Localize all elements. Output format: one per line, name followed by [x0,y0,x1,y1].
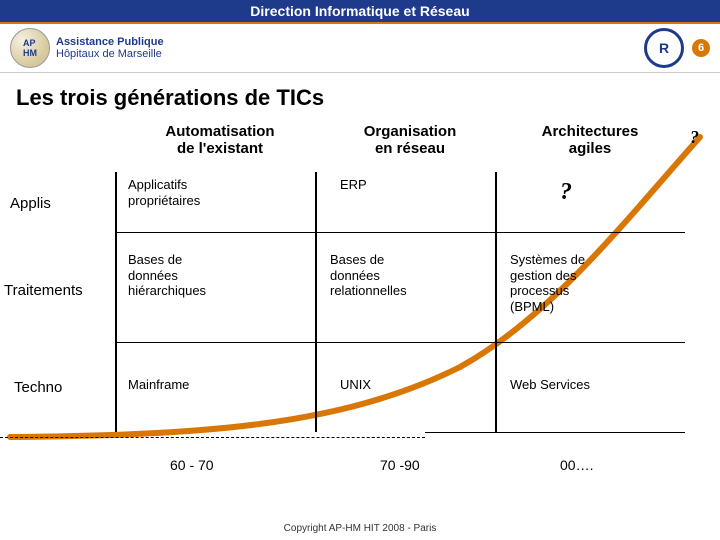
cell-applis-org: ERP [340,177,480,193]
logo-left: APHM Assistance Publique Hôpitaux de Mar… [10,28,164,68]
org-line2: Hôpitaux de Marseille [56,48,164,60]
hline-baseline-dashed [0,437,425,438]
cell-techno-org: UNIX [340,377,480,393]
cell-trait-auto: Bases de données hiérarchiques [128,252,298,299]
logo-right: R 6 [644,28,710,68]
era-70-90: 70 -90 [380,457,420,473]
sub-header: APHM Assistance Publique Hôpitaux de Mar… [0,24,720,73]
hline-2 [115,342,685,343]
vline-1 [115,172,117,432]
generations-diagram: Automatisation de l'existant Organisatio… [0,117,720,517]
page-number-badge: 6 [692,39,710,57]
footer-copyright: Copyright AP-HM HIT 2008 - Paris [0,523,720,534]
cell-applis-agile-q: ? [560,179,572,206]
era-00: 00…. [560,457,593,473]
cell-applis-auto: Applicatifs propriétaires [128,177,298,208]
hline-baseline-solid [425,432,685,433]
row-label-applis: Applis [10,195,51,212]
col-header-automatisation: Automatisation de l'existant [130,123,310,157]
cell-trait-agile: Systèmes de gestion des processus (BPML) [510,252,680,314]
era-60-70: 60 - 70 [170,457,214,473]
cell-techno-auto: Mainframe [128,377,298,393]
cell-trait-org: Bases de données relationnelles [330,252,480,299]
aphm-logo-icon: APHM [10,28,50,68]
vline-3 [495,172,497,432]
row-label-traitements: Traitements [4,282,83,299]
col-header-organisation: Organisation en réseau [330,123,490,157]
quality-seal-icon: R [644,28,684,68]
col-header-future-q: ? [690,127,699,148]
header-bar: Direction Informatique et Réseau [0,0,720,24]
row-label-techno: Techno [14,379,62,396]
org-name: Assistance Publique Hôpitaux de Marseill… [56,36,164,60]
col-header-architectures: Architectures agiles [510,123,670,157]
cell-techno-agile: Web Services [510,377,680,393]
slide-title: Les trois générations de TICs [16,85,720,111]
header-title: Direction Informatique et Réseau [250,3,469,19]
org-line1: Assistance Publique [56,36,164,48]
vline-2 [315,172,317,432]
hline-1 [115,232,685,233]
